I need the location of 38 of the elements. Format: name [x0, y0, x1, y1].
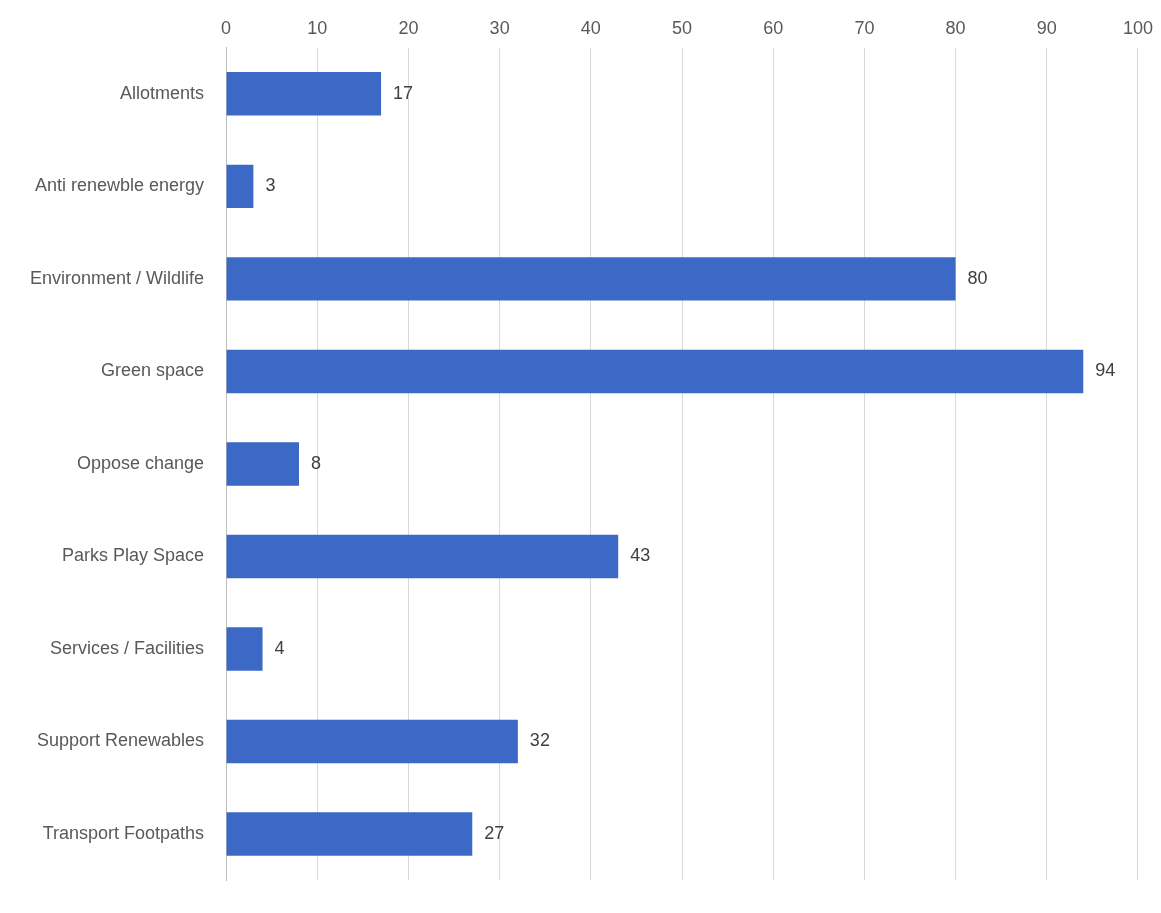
y-tick-label: Environment / Wildlife	[30, 267, 205, 288]
x-tick-label: 90	[1036, 17, 1057, 38]
x-tick-label: 60	[763, 17, 784, 38]
bar	[226, 164, 254, 209]
x-tick-label: 80	[945, 17, 966, 38]
data-label: 27	[484, 822, 505, 843]
x-tick-label: 0	[221, 17, 232, 38]
y-tick-label: Parks Play Space	[61, 545, 205, 566]
bar	[226, 812, 473, 856]
x-tick-label: 100	[1122, 17, 1154, 38]
data-label: 4	[274, 637, 285, 658]
bar	[226, 627, 263, 671]
x-tick-label: 70	[854, 17, 875, 38]
x-tick-label: 30	[489, 17, 510, 38]
data-label: 8	[311, 452, 322, 473]
y-tick-label: Support Renewables	[36, 730, 205, 751]
y-tick-label: Services / Facilities	[50, 637, 205, 658]
bar	[226, 534, 619, 579]
data-label: 17	[393, 82, 414, 103]
data-label: 32	[529, 730, 550, 751]
y-tick-label: Oppose change	[76, 452, 205, 473]
y-tick-label: Anti renewble energy	[34, 175, 205, 196]
x-tick-label: 10	[307, 17, 328, 38]
y-tick-label: Green space	[101, 360, 205, 381]
x-tick-label: 40	[580, 17, 601, 38]
data-label: 80	[967, 267, 988, 288]
bar	[226, 442, 300, 486]
data-label: 43	[630, 545, 651, 566]
bar	[226, 719, 518, 764]
bar	[226, 349, 1084, 394]
y-tick-label: Allotments	[120, 82, 205, 103]
bar	[226, 72, 382, 116]
y-tick-label: Transport Footpaths	[42, 822, 205, 843]
bar	[226, 257, 956, 301]
x-tick-label: 20	[398, 17, 419, 38]
data-label: 94	[1095, 360, 1116, 381]
data-label: 3	[265, 175, 276, 196]
x-tick-label: 50	[672, 17, 693, 38]
